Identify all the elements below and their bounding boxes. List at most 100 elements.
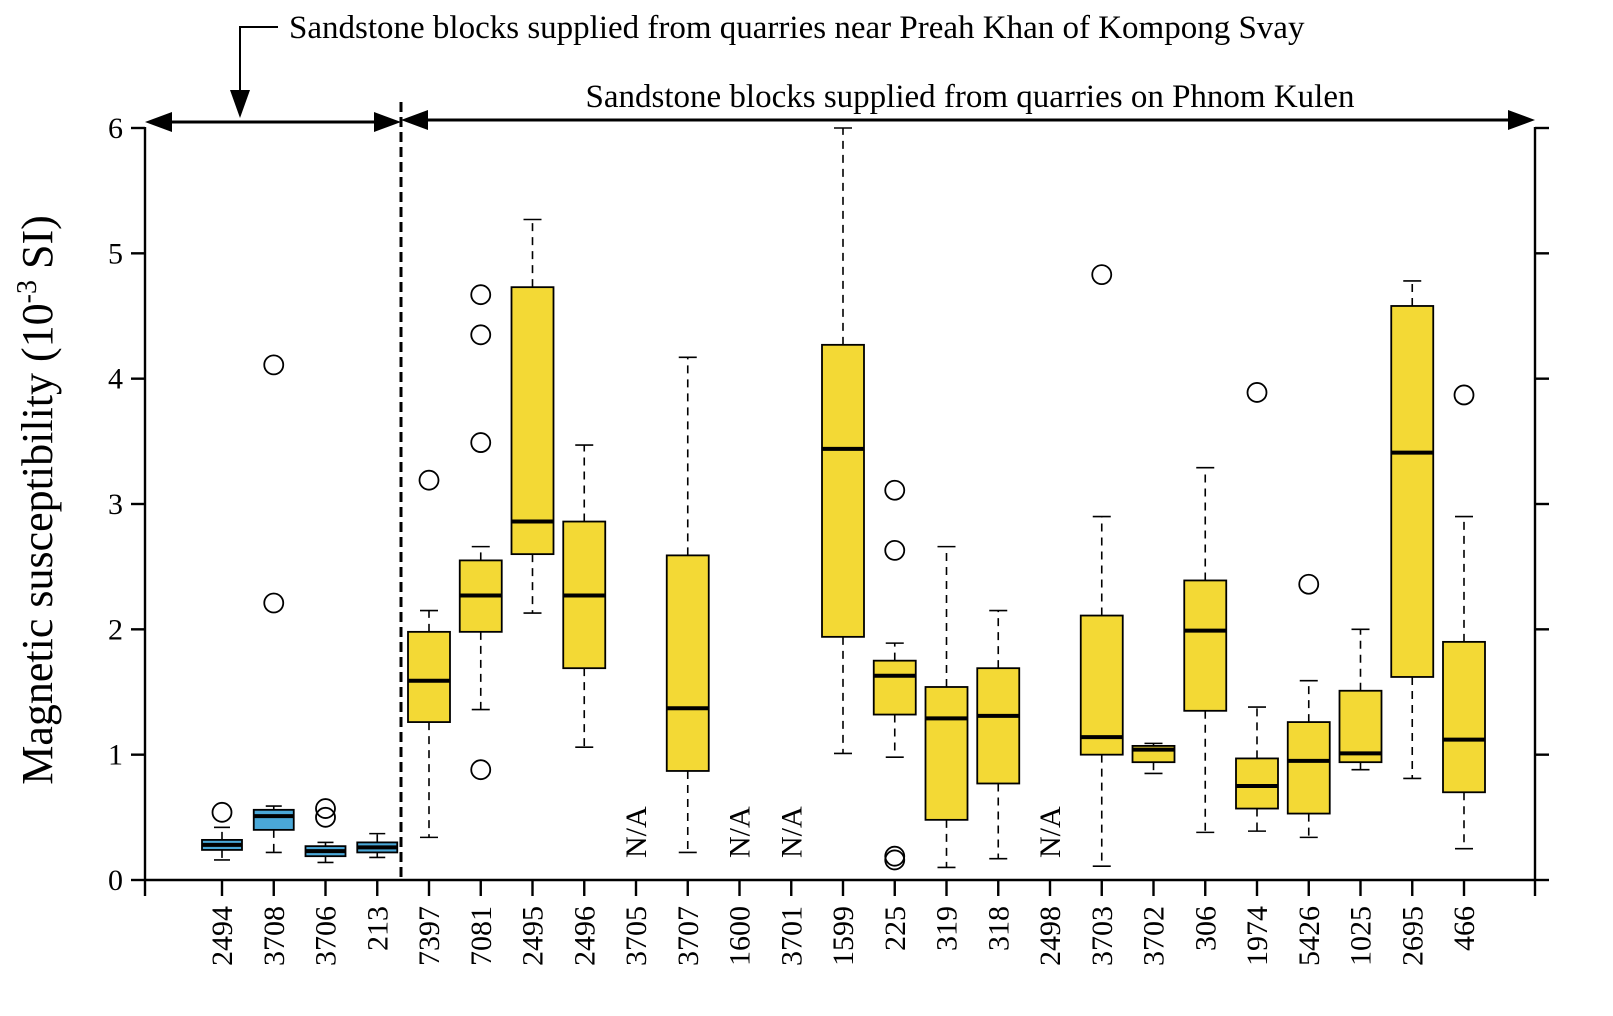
- preah-khan-callout-line: [239, 26, 278, 95]
- y-tick-label: 3: [108, 488, 123, 521]
- na-label-3705: N/A: [620, 806, 653, 858]
- x-tick-label-2498: 2498: [1034, 906, 1067, 966]
- box-225: [872, 479, 917, 871]
- x-tick-label-466: 466: [1448, 906, 1481, 951]
- y-tick-label: 0: [108, 864, 123, 897]
- phnom-kulen-annotation: Sandstone blocks supplied from quarries …: [401, 79, 1535, 130]
- x-tick-label-2695: 2695: [1396, 906, 1429, 966]
- box-2494: [201, 801, 243, 861]
- box-319: [924, 545, 969, 869]
- iqr-box: [407, 630, 451, 723]
- x-tick-label-3701: 3701: [775, 906, 808, 966]
- x-tick-label-306: 306: [1189, 906, 1222, 951]
- box-1974: [1235, 382, 1279, 832]
- outlier-point: [470, 432, 492, 453]
- y-tick-label: 2: [108, 613, 123, 646]
- na-label-1600: N/A: [724, 806, 757, 858]
- x-tick-label-2495: 2495: [517, 906, 550, 966]
- box-3701: N/A: [775, 806, 808, 858]
- box-2695: [1390, 280, 1435, 780]
- preah-khan-right-arrowhead: [374, 112, 401, 132]
- outlier-point: [263, 354, 285, 376]
- box-3705: N/A: [620, 806, 653, 858]
- box-1600: N/A: [724, 806, 757, 858]
- iqr-box: [1338, 689, 1383, 764]
- outlier-point: [470, 324, 492, 346]
- iqr-box: [510, 286, 555, 556]
- box-2498: N/A: [1034, 806, 1067, 858]
- x-tick-label-5426: 5426: [1293, 906, 1326, 966]
- y-tick-label: 4: [108, 363, 123, 396]
- x-tick-label-1599: 1599: [827, 906, 860, 966]
- preah-khan-left-arrowhead: [145, 112, 172, 132]
- outlier-point: [418, 469, 440, 491]
- outlier-point: [884, 845, 906, 867]
- phnom-kulen-group-label: Sandstone blocks supplied from quarries …: [586, 79, 1355, 115]
- iqr-box: [1442, 640, 1486, 794]
- x-tick-label-3705: 3705: [620, 906, 653, 966]
- phnom-kulen-left-arrowhead: [401, 110, 428, 130]
- y-tick-label: 1: [108, 739, 123, 772]
- na-label-3701: N/A: [775, 806, 808, 858]
- iqr-box: [665, 554, 710, 772]
- preah-khan-annotation: Sandstone blocks supplied from quarries …: [145, 10, 1305, 132]
- outlier-point: [1246, 382, 1268, 403]
- box-2496: [562, 444, 607, 748]
- x-tick-label-2494: 2494: [206, 906, 239, 966]
- x-tick-label-1600: 1600: [724, 906, 757, 966]
- x-tick-label-3703: 3703: [1086, 906, 1119, 966]
- x-tick-label-3708: 3708: [258, 906, 291, 966]
- box-7081: [458, 284, 503, 781]
- y-ticks: 0 1 2 3 4 5 6: [108, 112, 1549, 897]
- outlier-point: [884, 849, 906, 871]
- box-306: [1183, 466, 1228, 834]
- outlier-point: [1091, 264, 1113, 286]
- x-tick-label-213: 213: [361, 906, 394, 951]
- iqr-box: [976, 667, 1021, 785]
- box-213: [356, 832, 399, 859]
- boxes-layer: N/A N/A N/A N/A: [201, 127, 1486, 871]
- box-1025: [1338, 628, 1383, 771]
- outlier-point: [1298, 573, 1320, 595]
- na-label-2498: N/A: [1034, 806, 1067, 858]
- x-tick-label-319: 319: [931, 906, 964, 951]
- x-tick-label-7081: 7081: [465, 906, 498, 966]
- x-tick-label-3702: 3702: [1138, 906, 1171, 966]
- outlier-point: [263, 592, 285, 614]
- outlier-point: [315, 806, 336, 828]
- y-axis-label: Magnetic susceptibility (10-3 SI): [12, 215, 62, 785]
- iqr-box: [1286, 721, 1331, 815]
- x-tick-label-3707: 3707: [672, 906, 705, 966]
- box-3703: [1079, 264, 1124, 868]
- box-3702: [1131, 742, 1176, 775]
- y-tick-label: 5: [108, 237, 123, 270]
- box-5426: [1286, 573, 1331, 839]
- box-1599: [821, 127, 865, 755]
- x-tick-label-7397: 7397: [413, 906, 446, 966]
- box-466: [1442, 384, 1486, 850]
- box-3706: [304, 798, 347, 864]
- box-2495: [510, 218, 555, 614]
- box-7397: [407, 469, 451, 839]
- iqr-box: [1235, 757, 1279, 810]
- iqr-box: [1183, 579, 1228, 712]
- iqr-box: [821, 343, 865, 638]
- x-tick-label-318: 318: [982, 906, 1015, 951]
- preah-khan-group-label: Sandstone blocks supplied from quarries …: [289, 10, 1305, 46]
- iqr-box: [924, 686, 969, 821]
- preah-khan-callout-arrowhead: [230, 90, 250, 118]
- box-3708: [252, 354, 295, 854]
- x-tick-label-1025: 1025: [1345, 906, 1378, 966]
- outlier-point: [315, 798, 336, 819]
- iqr-box: [1079, 614, 1124, 756]
- iqr-box: [252, 808, 295, 831]
- outlier-point: [470, 284, 492, 306]
- outlier-point: [884, 539, 906, 561]
- outlier-point: [884, 479, 906, 501]
- x-tick-label-3706: 3706: [310, 906, 343, 966]
- phnom-kulen-right-arrowhead: [1508, 110, 1535, 130]
- x-tick-label-1974: 1974: [1241, 906, 1274, 966]
- outlier-point: [211, 801, 233, 823]
- x-tick-label-225: 225: [879, 906, 912, 951]
